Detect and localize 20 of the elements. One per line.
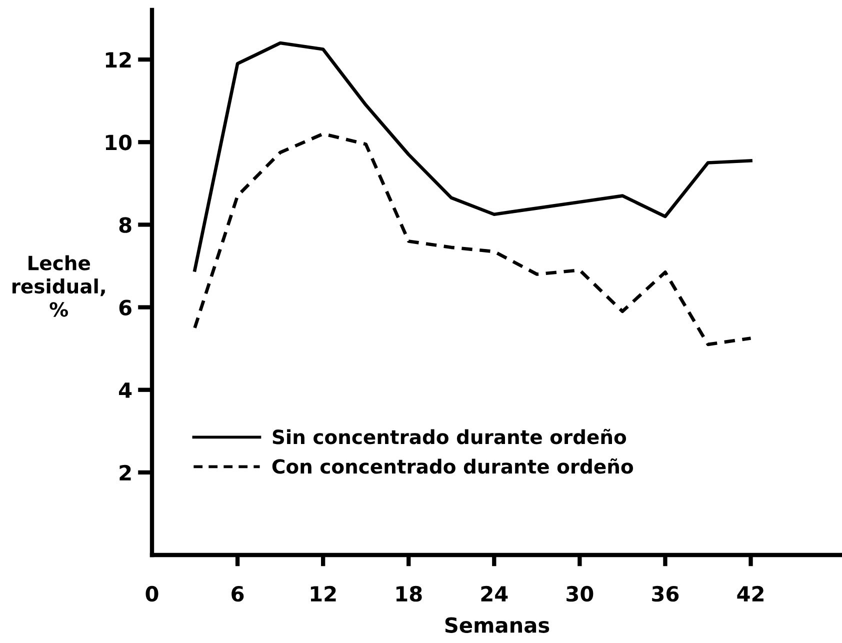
x-tick-label: 12 xyxy=(310,586,336,602)
x-axis-title: Semanas xyxy=(445,617,550,633)
y-tick-label: 10 xyxy=(106,134,132,150)
line-series xyxy=(193,132,752,346)
x-tick-label: 42 xyxy=(737,586,764,602)
x-tick-label: 30 xyxy=(566,586,594,602)
y-axis-title: Leche residual, % xyxy=(12,255,105,317)
x-tick-label: 36 xyxy=(652,586,679,602)
x-tick-label: 0 xyxy=(146,586,158,602)
legend-label: Sin concentrado durante ordeño xyxy=(272,428,626,444)
y-tick-label: 8 xyxy=(119,217,132,233)
x-tick-label: 6 xyxy=(232,586,244,602)
y-tick-label: 12 xyxy=(106,52,131,68)
x-tick-label: 24 xyxy=(481,586,508,602)
legend-label: Con concentrado durante ordeño xyxy=(272,458,633,474)
line-series xyxy=(193,41,752,272)
x-tick-label: 18 xyxy=(396,586,422,602)
y-tick-label: 4 xyxy=(119,382,132,398)
y-tick-label: 2 xyxy=(120,464,131,480)
y-tick-label: 6 xyxy=(119,300,132,316)
